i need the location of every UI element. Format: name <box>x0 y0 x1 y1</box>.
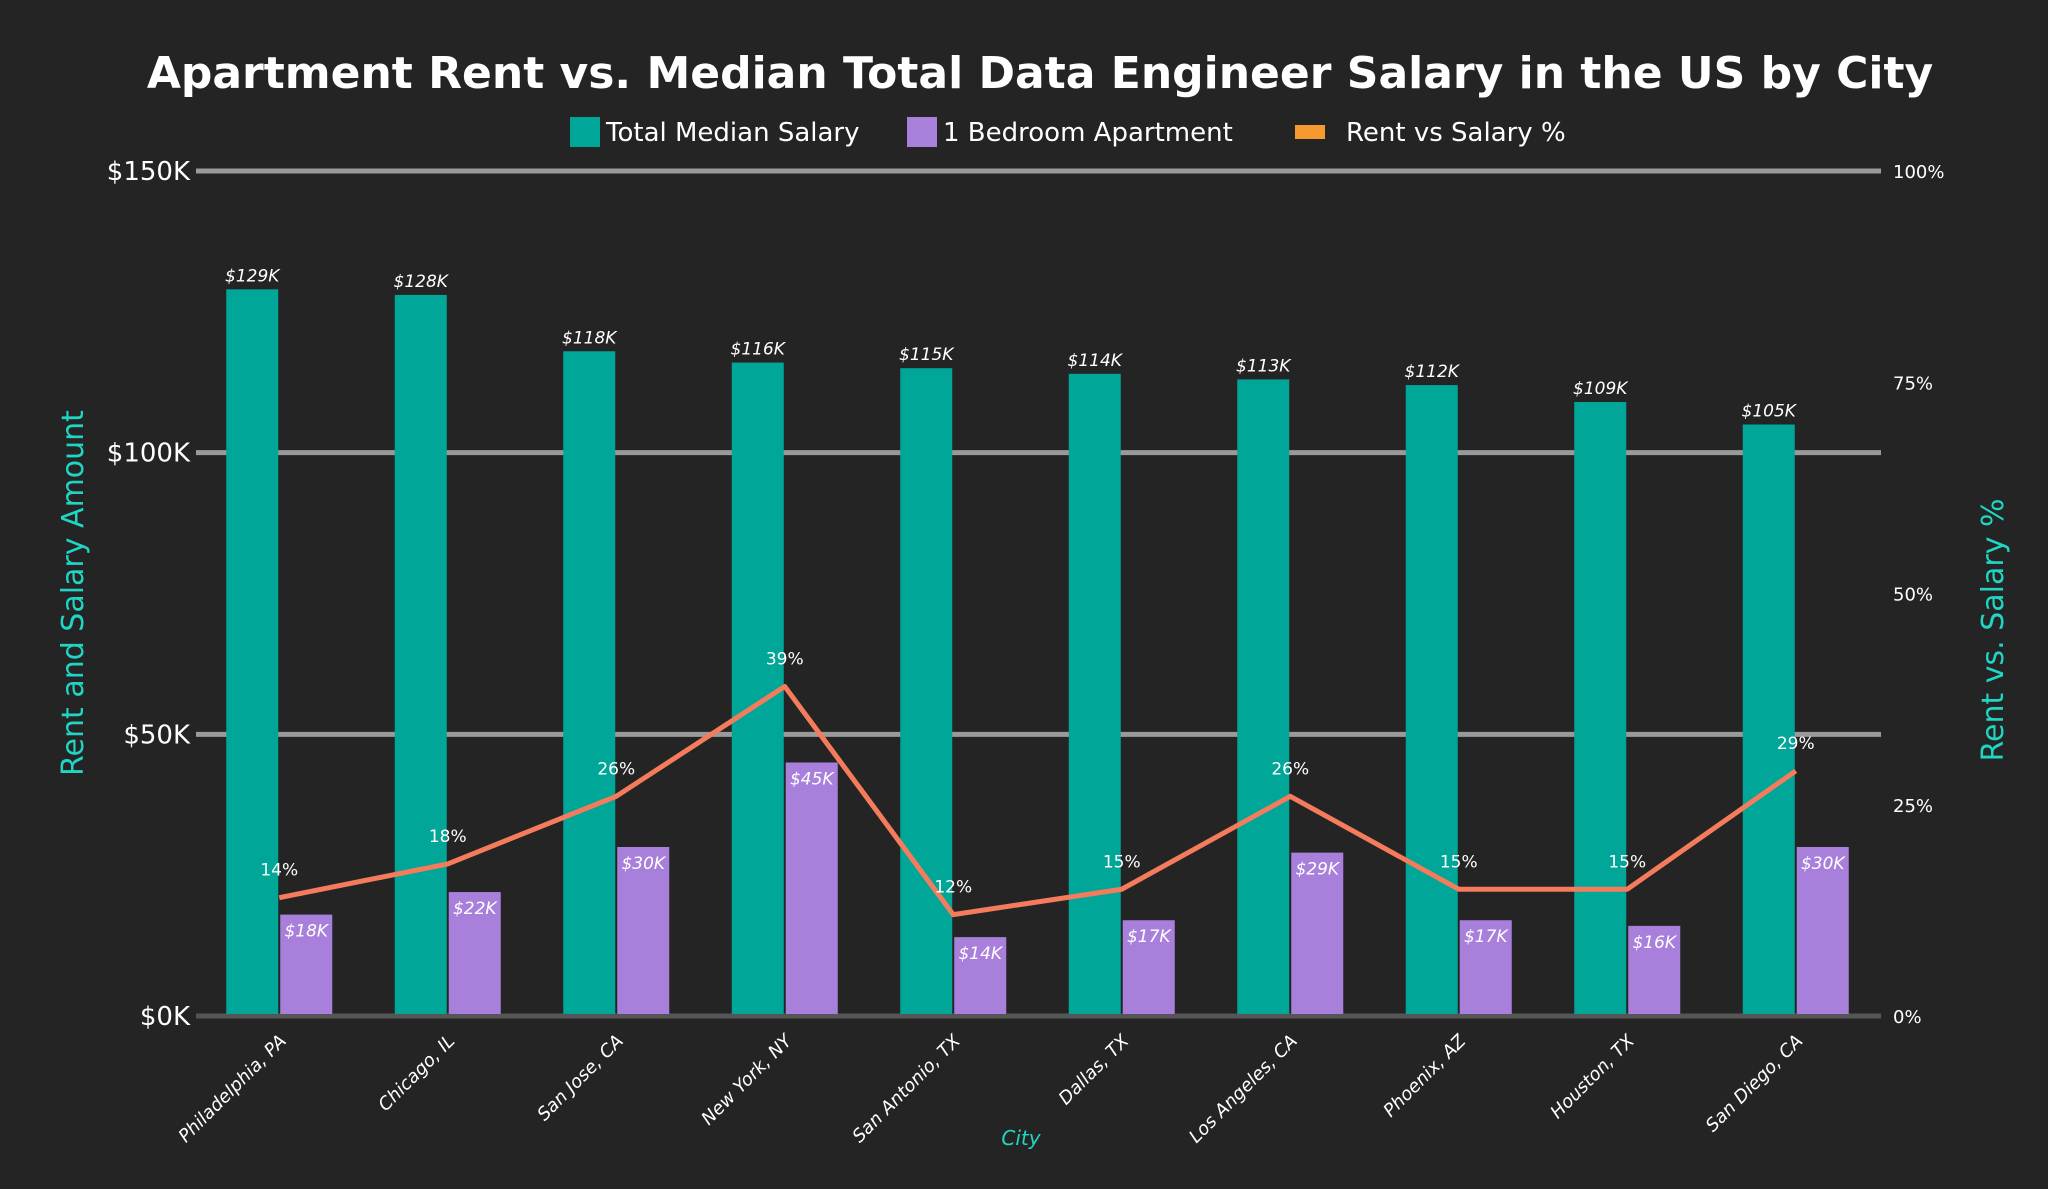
rent-bar <box>617 847 670 1014</box>
y2-tick-label: 25% <box>1893 796 1933 817</box>
salary-data-label: $113K <box>1236 356 1292 376</box>
rent-data-label: $16K <box>1632 933 1677 953</box>
x-tick-label: Houston, TX <box>1546 1030 1639 1123</box>
legend: Total Median Salary 1 Bedroom Apartment … <box>570 117 1566 148</box>
pct-line-path <box>278 683 1798 918</box>
salary-bar <box>1742 424 1795 1014</box>
salary-bar <box>731 362 784 1014</box>
salary-data-label: $114K <box>1068 351 1124 371</box>
rent-data-label: $30K <box>621 854 666 874</box>
rent-bar <box>1122 920 1175 1014</box>
x-tick-label: New York, NY <box>697 1029 797 1129</box>
x-tick-label: Philadelphia, PA <box>175 1031 291 1147</box>
rent-bar <box>280 914 333 1014</box>
pct-data-label: 15% <box>1103 852 1141 872</box>
legend-label-salary: Total Median Salary <box>605 118 860 148</box>
x-tick-label: Dallas, TX <box>1055 1030 1134 1109</box>
rent-data-label: $17K <box>1464 927 1509 947</box>
bars <box>226 289 1849 1015</box>
x-tick-label: Los Angeles, CA <box>1185 1031 1302 1148</box>
rent-data-label: $18K <box>284 922 329 942</box>
pct-data-label: 29% <box>1777 734 1815 754</box>
y2-tick-label: 75% <box>1893 373 1933 394</box>
chart-title: Apartment Rent vs. Median Total Data Eng… <box>147 48 1933 99</box>
y-tick-label: $0K <box>140 1002 191 1032</box>
pct-line <box>278 683 1798 918</box>
x-axis-ticks: Philadelphia, PA Chicago, IL San Jose, CA N… <box>175 1029 1808 1147</box>
pct-data-label: 26% <box>597 759 635 779</box>
y-axis-ticks: $0K $50K $100K $150K <box>107 157 191 1032</box>
rent-bar <box>1796 847 1849 1014</box>
y-tick-label: $50K <box>123 720 191 750</box>
rent-bar <box>448 892 501 1014</box>
salary-bar <box>900 368 953 1015</box>
rent-bar <box>1628 925 1681 1014</box>
y-tick-label: $150K <box>107 157 191 187</box>
salary-data-label: $128K <box>394 272 450 292</box>
salary-data-label: $109K <box>1573 379 1629 399</box>
rent-bar <box>954 937 1007 1014</box>
salary-bar <box>1574 401 1627 1014</box>
legend-swatch-salary <box>570 117 600 147</box>
x-axis-title: City <box>1001 1126 1041 1150</box>
rent-data-label: $30K <box>1801 854 1846 874</box>
y2-tick-label: 100% <box>1893 162 1944 183</box>
salary-data-label: $112K <box>1405 362 1461 382</box>
legend-label-pct: Rent vs Salary % <box>1346 118 1566 148</box>
x-tick-label: San Jose, CA <box>533 1031 628 1126</box>
legend-swatch-rent <box>907 117 937 147</box>
x-tick-label: San Diego, CA <box>1702 1031 1808 1137</box>
salary-bar <box>394 294 447 1014</box>
pct-data-label: 26% <box>1271 759 1309 779</box>
rent-data-label: $22K <box>453 899 498 919</box>
x-tick-label: Phoenix, AZ <box>1379 1030 1470 1121</box>
rent-data-label: $29K <box>1295 860 1340 880</box>
legend-label-rent: 1 Bedroom Apartment <box>943 118 1233 148</box>
pct-data-label: 15% <box>1608 852 1646 872</box>
rent-bar <box>785 762 838 1014</box>
salary-bar <box>1405 385 1458 1015</box>
salary-bar <box>563 351 616 1014</box>
pct-data-label: 15% <box>1440 852 1478 872</box>
x-tick-label: San Antonio, TX <box>848 1030 965 1147</box>
rent-bar <box>1459 920 1512 1014</box>
salary-data-label: $129K <box>225 266 281 286</box>
y2-axis-title: Rent vs. Salary % <box>1976 499 2011 762</box>
rent-data-label: $14K <box>958 944 1003 964</box>
rent-bar <box>1291 852 1344 1014</box>
legend-swatch-pct <box>1295 125 1325 139</box>
salary-bar <box>1237 379 1290 1014</box>
y-tick-label: $100K <box>107 439 191 469</box>
pct-data-label: 14% <box>260 861 298 881</box>
y2-axis-ticks: 0% 25% 50% 75% 100% <box>1893 162 1944 1028</box>
salary-bar <box>1068 373 1121 1014</box>
rent-data-label: $17K <box>1127 927 1172 947</box>
salary-data-label: $105K <box>1742 402 1798 422</box>
rent-data-label: $45K <box>790 770 835 790</box>
pct-data-label: 12% <box>934 878 972 898</box>
salary-data-label: $118K <box>562 328 618 348</box>
y-axis-title: Rent and Salary Amount <box>56 410 91 776</box>
salary-data-label: $116K <box>731 340 787 360</box>
x-tick-label: Chicago, IL <box>374 1031 459 1116</box>
y2-tick-label: 0% <box>1893 1007 1922 1028</box>
data-labels: $129K $18K 14% $128K $22K 18% $118K $30K 26% $116… <box>225 266 1846 964</box>
y2-tick-label: 50% <box>1893 585 1933 606</box>
pct-data-label: 18% <box>429 827 467 847</box>
salary-bar <box>226 289 279 1014</box>
pct-data-label: 39% <box>766 649 804 669</box>
salary-data-label: $115K <box>899 345 955 365</box>
